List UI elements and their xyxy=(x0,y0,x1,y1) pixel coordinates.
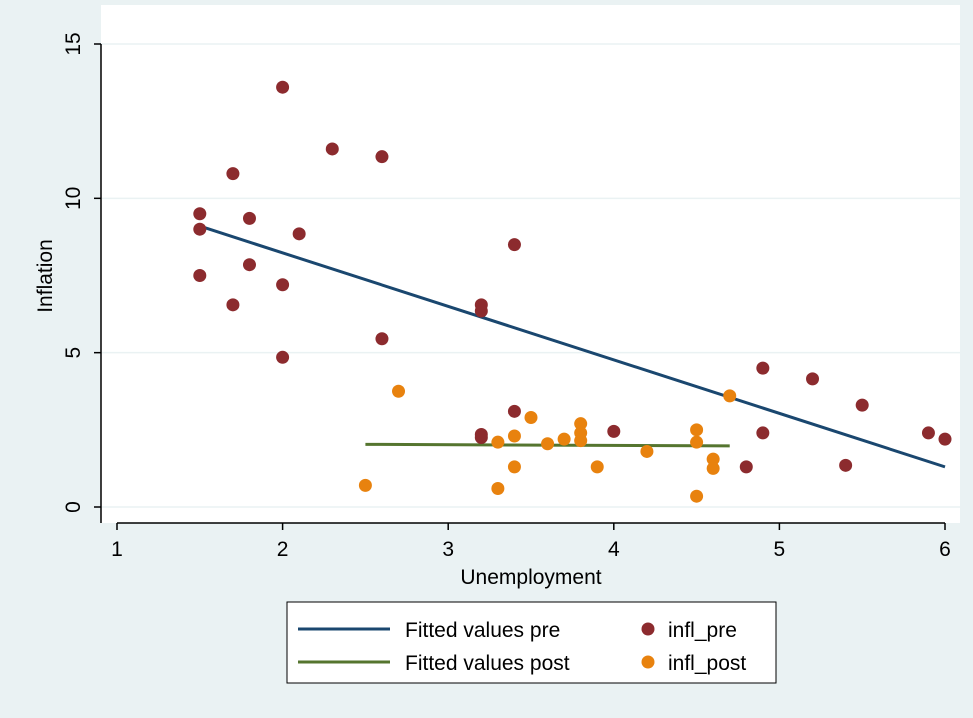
point-infl-pre xyxy=(325,142,339,156)
point-infl-post xyxy=(491,481,505,495)
point-infl-pre xyxy=(474,304,488,318)
point-infl-pre xyxy=(193,222,207,236)
x-tick-label: 5 xyxy=(774,538,786,561)
point-infl-pre xyxy=(839,458,853,472)
point-infl-pre xyxy=(806,372,820,386)
point-infl-post xyxy=(392,384,406,398)
x-tick-label: 1 xyxy=(111,538,123,561)
legend-swatch-marker xyxy=(641,655,655,669)
legend-label: infl_pre xyxy=(668,619,737,642)
point-infl-post xyxy=(640,444,654,458)
point-infl-post xyxy=(690,423,704,437)
point-infl-pre xyxy=(276,80,290,94)
legend-box xyxy=(286,601,777,684)
point-infl-post xyxy=(507,460,521,474)
x-tick-label: 6 xyxy=(939,538,951,561)
legend-swatch-marker xyxy=(641,622,655,636)
point-infl-post xyxy=(706,461,720,475)
point-infl-post xyxy=(358,478,372,492)
point-infl-pre xyxy=(507,238,521,252)
legend-label: Fitted values pre xyxy=(405,619,560,642)
point-infl-pre xyxy=(756,361,770,375)
point-infl-pre xyxy=(276,350,290,364)
fitted-line-fitted-values-pre xyxy=(199,224,946,469)
point-infl-pre xyxy=(242,258,256,272)
series-layer xyxy=(193,80,952,503)
point-infl-pre xyxy=(855,398,869,412)
point-infl-post xyxy=(690,489,704,503)
point-infl-post xyxy=(590,460,604,474)
y-tick-label: 5 xyxy=(62,347,85,359)
point-infl-pre xyxy=(193,207,207,221)
point-infl-pre xyxy=(292,227,306,241)
x-tick-label: 3 xyxy=(442,538,454,561)
point-infl-pre xyxy=(756,426,770,440)
point-infl-post xyxy=(723,389,737,403)
grid-lines xyxy=(101,43,960,508)
point-infl-post xyxy=(557,432,571,446)
point-infl-pre xyxy=(607,424,621,438)
point-infl-pre xyxy=(507,404,521,418)
y-tick-label: 15 xyxy=(62,32,85,55)
point-infl-post xyxy=(690,435,704,449)
point-infl-pre xyxy=(375,332,389,346)
point-infl-pre xyxy=(739,460,753,474)
point-infl-pre xyxy=(193,269,207,282)
point-infl-pre xyxy=(242,211,256,225)
point-infl-post xyxy=(574,434,588,448)
y-ticks: 0 5 10 15 xyxy=(62,32,101,513)
axes xyxy=(100,44,945,524)
y-axis-label: Inflation xyxy=(34,239,57,313)
point-infl-pre xyxy=(474,431,488,445)
x-tick-label: 4 xyxy=(608,538,620,561)
point-infl-post xyxy=(524,410,538,424)
point-infl-post xyxy=(574,417,588,431)
point-infl-post xyxy=(706,452,720,466)
x-axis-label: Unemployment xyxy=(460,566,601,589)
x-tick-label: 2 xyxy=(277,538,289,561)
point-infl-pre xyxy=(375,150,389,164)
y-tick-label: 0 xyxy=(62,501,85,513)
y-tick-label: 10 xyxy=(62,187,85,210)
point-infl-pre xyxy=(226,167,240,181)
point-infl-pre xyxy=(921,426,935,440)
x-ticks: 1 2 3 4 5 6 xyxy=(111,523,951,561)
point-infl-post xyxy=(541,437,555,451)
point-infl-post xyxy=(507,429,521,443)
legend-label: Fitted values post xyxy=(405,652,570,675)
point-infl-pre xyxy=(226,298,240,312)
point-infl-pre xyxy=(276,278,290,292)
legend: Fitted values pre infl_pre Fitted values p… xyxy=(286,601,777,684)
legend-label: infl_post xyxy=(668,652,746,675)
point-infl-pre xyxy=(938,432,952,446)
point-infl-post xyxy=(491,435,505,449)
